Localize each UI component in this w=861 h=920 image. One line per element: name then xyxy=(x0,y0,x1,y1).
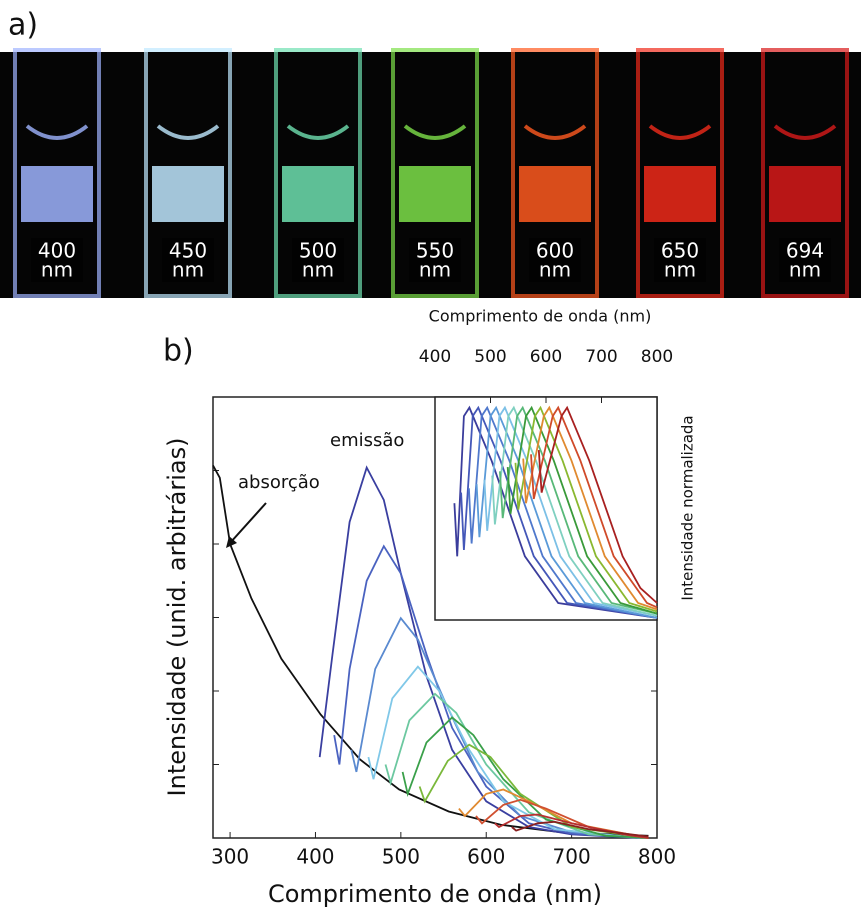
cuvette-label: 400 xyxy=(38,239,76,263)
label-box xyxy=(779,238,831,282)
cuvette-liquid xyxy=(769,166,841,222)
cuvette-liquid xyxy=(519,166,591,222)
cuvette-unit: nm xyxy=(789,258,821,282)
meniscus xyxy=(403,124,467,140)
series-line xyxy=(499,405,658,615)
x-tick-label: 400 xyxy=(296,845,334,869)
cuvette-unit: nm xyxy=(302,258,334,282)
cuvette-unit: nm xyxy=(664,258,696,282)
cuvette-liquid xyxy=(282,166,354,222)
series-line xyxy=(212,464,649,837)
series-line xyxy=(367,665,640,839)
arrow-head xyxy=(226,536,237,548)
series-line xyxy=(333,544,640,839)
annotation: emissão xyxy=(330,430,404,451)
label-box xyxy=(31,238,83,282)
series-line xyxy=(318,465,640,839)
cuvette-label: 450 xyxy=(169,239,207,263)
x-tick-label: 800 xyxy=(638,845,676,869)
cuvette-label: 600 xyxy=(536,239,574,263)
cuvette-unit: nm xyxy=(41,258,73,282)
x-tick-label: 700 xyxy=(585,347,617,367)
series-line xyxy=(494,813,649,839)
cuvette xyxy=(391,48,479,298)
cuvette xyxy=(511,48,599,298)
series-line xyxy=(537,405,658,604)
panel-label: b) xyxy=(163,334,194,369)
series-line xyxy=(514,405,658,613)
series-line xyxy=(483,405,658,617)
cuvette xyxy=(636,48,724,298)
label-box xyxy=(409,238,461,282)
meniscus xyxy=(286,124,350,140)
meniscus xyxy=(156,124,220,140)
series-line xyxy=(530,405,658,609)
cuvette-liquid xyxy=(644,166,716,222)
label-box xyxy=(292,238,344,282)
x-tick-label: 800 xyxy=(641,347,673,367)
arrow xyxy=(229,502,267,544)
series-line xyxy=(401,716,649,839)
cuvette xyxy=(13,48,101,298)
x-tick-label: 700 xyxy=(553,845,591,869)
annotation: absorção xyxy=(238,472,320,493)
series-line xyxy=(491,405,658,617)
x-tick-label: 300 xyxy=(211,845,249,869)
cuvette-label: 550 xyxy=(416,239,454,263)
cuvette-liquid xyxy=(399,166,471,222)
meniscus xyxy=(25,124,89,140)
meniscus xyxy=(523,124,587,140)
inset-y-axis-label: Intensidade normalizada xyxy=(679,415,697,600)
x-axis-label: Comprimento de onda (nm) xyxy=(268,880,602,908)
series-line xyxy=(506,405,658,615)
panel-label: a) xyxy=(8,8,38,43)
cuvette-unit: nm xyxy=(539,258,571,282)
cuvette xyxy=(274,48,362,298)
cuvette-liquid xyxy=(152,166,224,222)
series-line xyxy=(522,405,658,611)
series-line xyxy=(384,692,649,839)
x-tick-label: 500 xyxy=(382,845,420,869)
cuvette-label: 694 xyxy=(786,239,824,263)
label-box xyxy=(162,238,214,282)
cuvette xyxy=(144,48,232,298)
x-tick-label: 600 xyxy=(530,347,562,367)
y-axis-label: Intensidade (unid. arbitrárias) xyxy=(163,438,191,797)
cuvette-label: 650 xyxy=(661,239,699,263)
x-tick-label: 500 xyxy=(474,347,506,367)
x-tick-label: 400 xyxy=(419,347,451,367)
meniscus xyxy=(773,124,837,140)
series-line xyxy=(511,820,649,838)
label-box xyxy=(654,238,706,282)
cuvette-label: 500 xyxy=(299,239,337,263)
label-box xyxy=(529,238,581,282)
inset-x-axis-label: Comprimento de onda (nm) xyxy=(429,307,652,326)
series-line xyxy=(475,405,658,619)
x-tick-label: 600 xyxy=(467,845,505,869)
cuvette-unit: nm xyxy=(172,258,204,282)
cuvette xyxy=(761,48,849,298)
cuvette-unit: nm xyxy=(419,258,451,282)
cuvette-liquid xyxy=(21,166,93,222)
meniscus xyxy=(648,124,712,140)
